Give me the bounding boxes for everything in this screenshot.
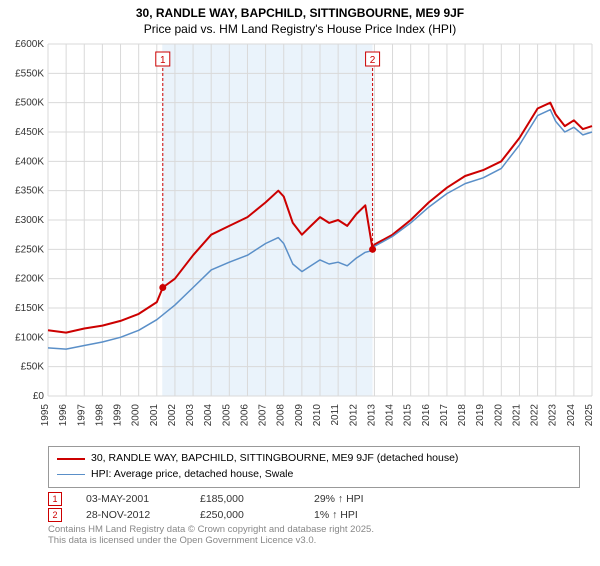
y-tick-label: £600K [15, 40, 44, 50]
x-tick-label: 2016 [421, 404, 432, 427]
y-tick-label: £350K [15, 186, 44, 197]
legend-swatch [57, 458, 85, 460]
y-tick-label: £50K [21, 362, 45, 373]
x-tick-label: 2020 [493, 404, 504, 427]
x-tick-label: 1998 [94, 404, 105, 427]
x-tick-label: 2011 [330, 404, 341, 426]
sale-marker-label-2: 2 [370, 55, 376, 66]
event-date: 03-MAY-2001 [86, 493, 176, 505]
x-tick-label: 2008 [276, 404, 287, 427]
legend-row: 30, RANDLE WAY, BAPCHILD, SITTINGBOURNE,… [57, 451, 571, 467]
x-tick-label: 2025 [584, 404, 595, 427]
event-row: 2 28-NOV-2012 £250,000 1% ↑ HPI [48, 508, 580, 522]
event-hpi-delta: 29% ↑ HPI [314, 493, 404, 505]
x-tick-label: 2001 [149, 404, 160, 427]
legend: 30, RANDLE WAY, BAPCHILD, SITTINGBOURNE,… [48, 446, 580, 488]
sale-dot-1 [159, 284, 166, 291]
legend-label: HPI: Average price, detached house, Swal… [91, 467, 293, 483]
x-tick-label: 2018 [457, 404, 468, 427]
x-tick-label: 1995 [40, 404, 51, 427]
event-row: 1 03-MAY-2001 £185,000 29% ↑ HPI [48, 492, 580, 506]
x-tick-label: 2009 [294, 404, 305, 427]
x-tick-label: 2019 [475, 404, 486, 427]
x-tick-label: 2015 [403, 404, 414, 427]
y-tick-label: £500K [15, 98, 44, 109]
x-tick-label: 2012 [348, 404, 359, 427]
event-date: 28-NOV-2012 [86, 509, 176, 521]
sale-marker-label-1: 1 [160, 55, 166, 66]
y-tick-label: £250K [15, 244, 44, 255]
x-tick-label: 1997 [76, 404, 87, 427]
y-tick-label: £150K [15, 303, 44, 314]
y-tick-label: £0 [33, 391, 45, 402]
x-tick-label: 2000 [131, 404, 142, 427]
event-hpi-delta: 1% ↑ HPI [314, 509, 404, 521]
x-tick-label: 1999 [113, 404, 124, 427]
sale-dot-2 [369, 246, 376, 253]
y-tick-label: £400K [15, 156, 44, 167]
x-tick-label: 2006 [239, 404, 250, 427]
x-tick-label: 2002 [167, 404, 178, 427]
y-tick-label: £450K [15, 127, 44, 138]
y-tick-label: £200K [15, 274, 44, 285]
y-tick-label: £100K [15, 332, 44, 343]
chart-svg: £0 £50K £100K £150K £200K £250K £300K £350K £400… [0, 40, 600, 440]
footer-attribution: Contains HM Land Registry data © Crown c… [48, 524, 580, 548]
x-tick-label: 2005 [221, 404, 232, 427]
y-tick-label: £300K [15, 215, 44, 226]
sale-events: 1 03-MAY-2001 £185,000 29% ↑ HPI 2 28-NOV-201… [48, 492, 580, 522]
x-tick-label: 2007 [258, 404, 269, 427]
x-tick-label: 1996 [58, 404, 69, 427]
event-price: £250,000 [200, 509, 290, 521]
y-tick-label: £550K [15, 68, 44, 79]
x-tick-label: 2023 [548, 404, 559, 427]
legend-swatch [57, 474, 85, 475]
event-price: £185,000 [200, 493, 290, 505]
footer-line-2: This data is licensed under the Open Gov… [48, 535, 580, 547]
x-tick-label: 2004 [203, 404, 214, 427]
event-marker: 1 [48, 492, 62, 506]
x-tick-label: 2014 [385, 404, 396, 427]
x-tick-label: 2013 [366, 404, 377, 427]
x-tick-label: 2024 [566, 404, 577, 427]
x-tick-label: 2003 [185, 404, 196, 427]
footer-line-1: Contains HM Land Registry data © Crown c… [48, 524, 580, 536]
legend-label: 30, RANDLE WAY, BAPCHILD, SITTINGBOURNE,… [91, 451, 458, 467]
x-tick-label: 2010 [312, 404, 323, 427]
event-marker: 2 [48, 508, 62, 522]
x-tick-label: 2022 [530, 404, 541, 427]
chart-area: £0 £50K £100K £150K £200K £250K £300K £350K £400… [0, 40, 600, 440]
chart-title: 30, RANDLE WAY, BAPCHILD, SITTINGBOURNE,… [0, 6, 600, 20]
chart-subtitle: Price paid vs. HM Land Registry's House … [0, 22, 600, 36]
x-tick-label: 2021 [511, 404, 522, 427]
legend-row: HPI: Average price, detached house, Swal… [57, 467, 571, 483]
x-tick-label: 2017 [439, 404, 450, 427]
